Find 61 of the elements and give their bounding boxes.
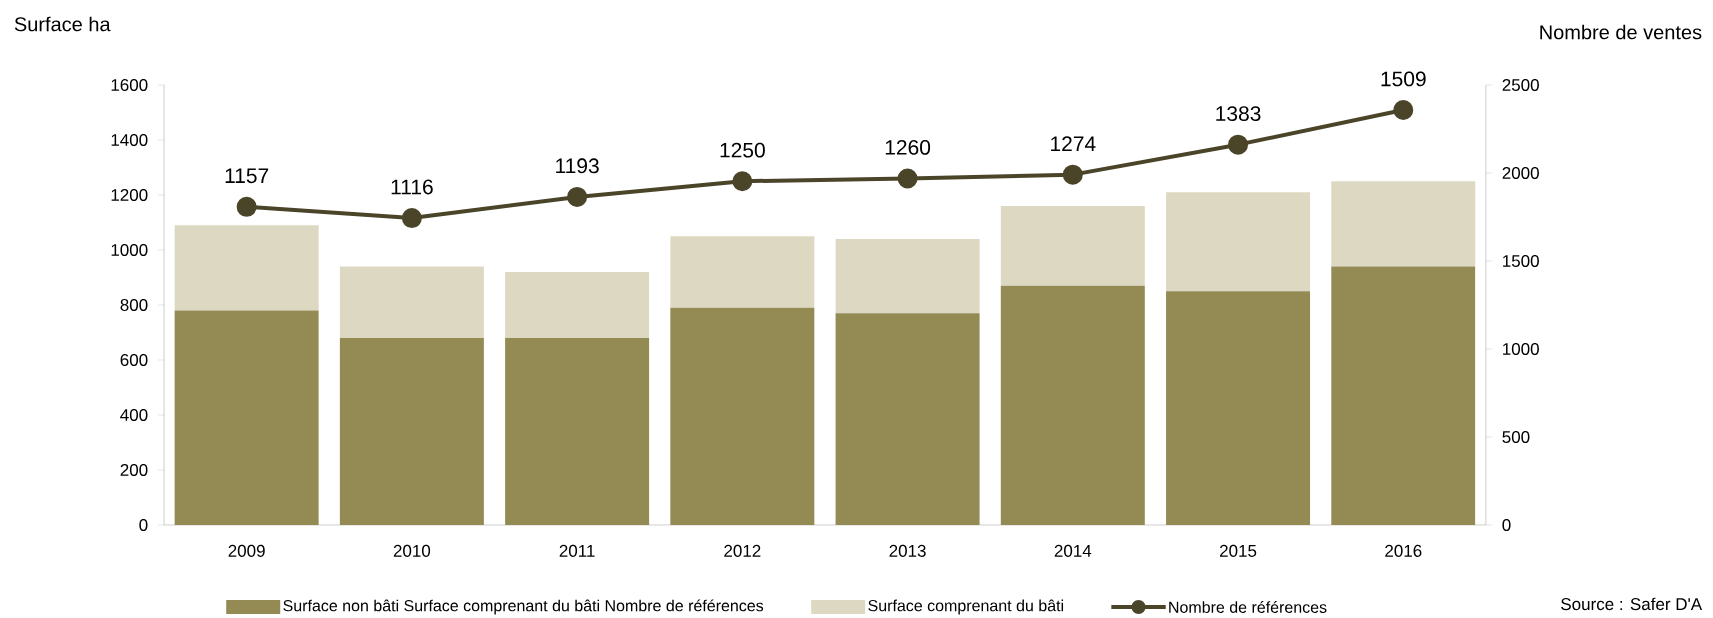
bar bbox=[1000, 285, 1145, 525]
point bbox=[236, 196, 257, 217]
x-tick-label: 2011 bbox=[559, 544, 595, 557]
bar bbox=[670, 236, 815, 308]
data-label: 1509 bbox=[1381, 71, 1426, 87]
y-tick-label: 400 bbox=[120, 408, 148, 422]
y-tick-label: 800 bbox=[120, 298, 148, 312]
legend-label: Nombre de références bbox=[1169, 601, 1327, 613]
bar bbox=[1000, 205, 1145, 286]
data-label: 1157 bbox=[225, 168, 269, 184]
point bbox=[1062, 164, 1083, 185]
source-note: Source : Safer D'A bbox=[1561, 597, 1703, 611]
legend-label: Surface comprenant du bâti bbox=[868, 599, 1064, 615]
point bbox=[897, 168, 918, 189]
y-tick-label: 1200 bbox=[111, 188, 148, 202]
bar bbox=[505, 271, 650, 338]
data-label: 1383 bbox=[1216, 106, 1261, 121]
y2-tick-label: 0 bbox=[1502, 518, 1511, 532]
y-tick-label: 0 bbox=[139, 518, 148, 532]
y-tick-label: 1400 bbox=[111, 133, 148, 147]
x-tick-label: 2015 bbox=[1220, 544, 1257, 557]
bar bbox=[1166, 192, 1311, 292]
y2-tick-label: 1500 bbox=[1503, 254, 1539, 268]
y-tick-label: 1000 bbox=[111, 243, 148, 257]
bar bbox=[1166, 291, 1311, 525]
y2-tick-label: 1000 bbox=[1503, 342, 1539, 356]
point bbox=[567, 186, 588, 207]
y-tick-label: 1600 bbox=[111, 78, 148, 92]
point bbox=[401, 208, 422, 229]
bar bbox=[339, 266, 484, 338]
point bbox=[732, 171, 753, 192]
data-label: 1193 bbox=[556, 158, 599, 174]
point bbox=[1228, 134, 1249, 155]
bar bbox=[1331, 181, 1476, 267]
y-axis-title: Surface ha bbox=[14, 16, 111, 32]
x-tick-label: 2009 bbox=[228, 544, 265, 557]
x-tick-label: 2013 bbox=[889, 544, 926, 557]
bar bbox=[174, 225, 319, 311]
data-label: 1250 bbox=[720, 142, 765, 158]
data-label: 1274 bbox=[1051, 136, 1096, 151]
data-label: 1260 bbox=[885, 139, 931, 155]
y2-tick-label: 2500 bbox=[1502, 78, 1539, 92]
data-label: 1116 bbox=[391, 179, 433, 195]
y-tick-label: 600 bbox=[120, 353, 148, 367]
legend-label: Surface non bâti Surface comprenant du bâti Nombre de références bbox=[283, 599, 764, 615]
bar bbox=[670, 307, 815, 525]
bar bbox=[505, 337, 650, 525]
bar bbox=[835, 238, 980, 314]
point bbox=[1393, 100, 1414, 121]
bar bbox=[174, 310, 319, 525]
x-tick-label: 2014 bbox=[1054, 544, 1092, 557]
bar bbox=[339, 337, 484, 525]
x-tick-label: 2016 bbox=[1385, 544, 1422, 557]
x-tick-label: 2012 bbox=[724, 544, 761, 557]
bar bbox=[835, 313, 980, 525]
y2-axis-title: Nombre de ventes bbox=[1540, 24, 1702, 40]
y2-tick-label: 500 bbox=[1502, 430, 1530, 444]
x-tick-label: 2010 bbox=[393, 544, 431, 557]
bar bbox=[1331, 266, 1476, 525]
y-tick-label: 200 bbox=[120, 463, 148, 477]
y2-tick-label: 2000 bbox=[1502, 166, 1539, 180]
